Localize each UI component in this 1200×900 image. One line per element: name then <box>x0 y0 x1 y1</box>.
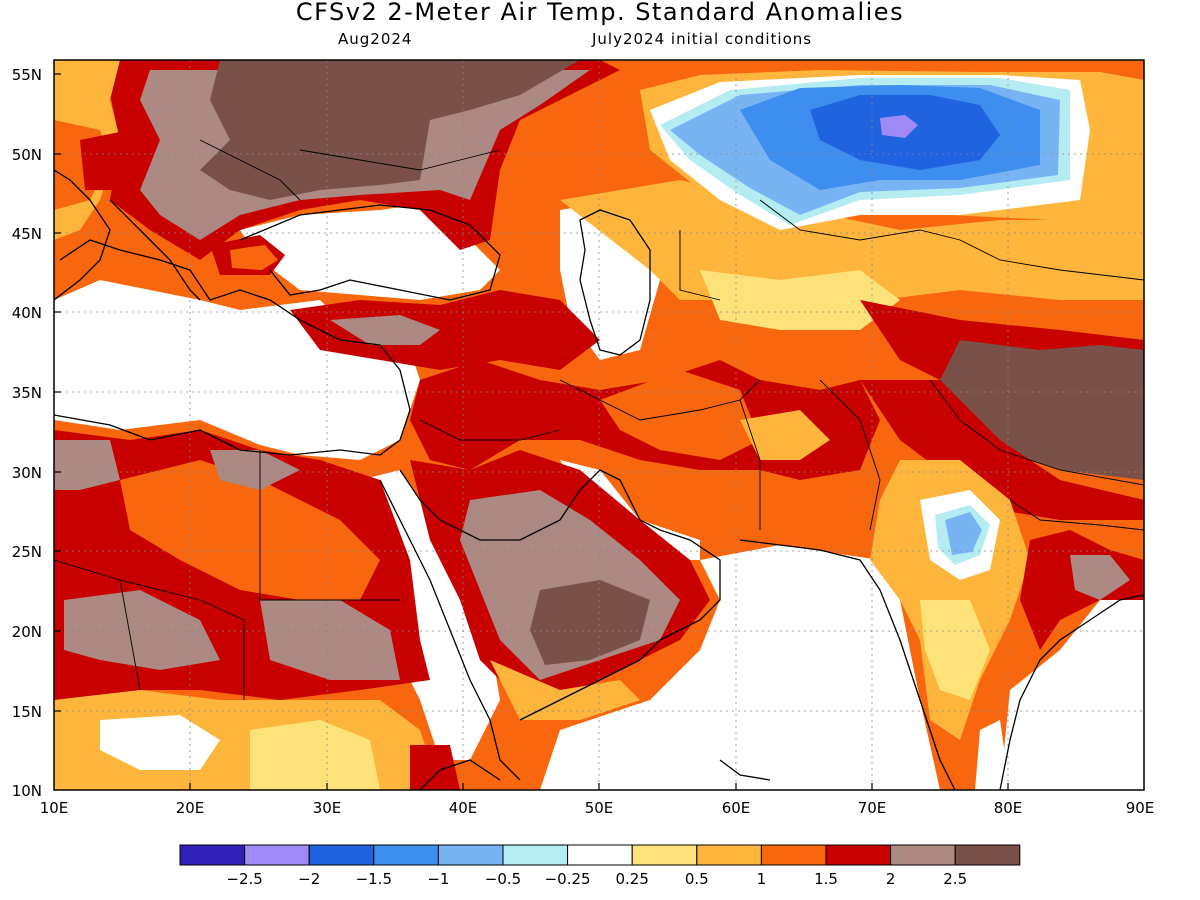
legend-label: 2 <box>886 870 896 888</box>
anomaly-field <box>54 60 1144 790</box>
lon-label: 40E <box>449 799 478 817</box>
country-borders <box>54 139 1144 700</box>
legend-label: −0.25 <box>545 870 591 888</box>
legend-swatch <box>437 844 504 866</box>
lat-label: 55N <box>12 66 42 84</box>
lat-label: 40N <box>12 304 42 322</box>
legend-swatch <box>631 844 698 866</box>
lat-label: 10N <box>12 782 42 800</box>
legend-swatch <box>696 844 762 866</box>
legend-label: 0.25 <box>615 870 648 888</box>
color-scale-legend <box>179 844 1021 866</box>
lon-label: 80E <box>994 799 1023 817</box>
lat-label: 30N <box>12 464 42 482</box>
legend-swatch <box>244 844 310 866</box>
axis-ticks <box>54 73 1009 790</box>
legend-swatch <box>890 844 956 866</box>
initial-conditions-label: July2024 initial conditions <box>592 30 813 48</box>
legend-label: −1.5 <box>356 870 392 888</box>
legend-swatch <box>179 844 246 866</box>
legend-swatch <box>502 844 569 866</box>
legend-swatch <box>308 844 375 866</box>
legend-labels: −2.5 −2 −1.5 −1 −0.5 −0.25 0.25 0.5 1 1.5 2 2.5 <box>226 870 967 888</box>
lon-label: 20E <box>176 799 205 817</box>
lon-label: 70E <box>858 799 887 817</box>
lon-label: 10E <box>40 799 69 817</box>
legend-label: −2 <box>298 870 320 888</box>
legend-swatch <box>373 844 439 866</box>
lon-label: 30E <box>313 799 342 817</box>
legend-label: −0.5 <box>485 870 521 888</box>
legend-label: −1 <box>427 870 449 888</box>
valid-month-label: Aug2024 <box>338 30 413 48</box>
lat-label: 15N <box>12 703 42 721</box>
legend-swatch <box>825 844 892 866</box>
legend-swatch <box>760 844 827 866</box>
lat-label: 25N <box>12 543 42 561</box>
lat-label: 45N <box>12 225 42 243</box>
lat-label: 20N <box>12 623 42 641</box>
legend-swatch <box>567 844 633 866</box>
legend-label: −2.5 <box>226 870 262 888</box>
chart-title: CFSv2 2-Meter Air Temp. Standard Anomali… <box>295 0 905 26</box>
legend-label: 2.5 <box>943 870 967 888</box>
lon-label: 90E <box>1126 799 1155 817</box>
legend-label: 0.5 <box>685 870 709 888</box>
legend-label: 1 <box>757 870 767 888</box>
lat-label: 35N <box>12 384 42 402</box>
latitude-labels: 55N 50N 45N 40N 35N 30N 25N 20N 15N 10N <box>12 66 42 800</box>
lon-label: 60E <box>722 799 751 817</box>
lon-label: 50E <box>585 799 614 817</box>
legend-label: 1.5 <box>814 870 838 888</box>
map-graticule <box>54 60 1144 790</box>
coastlines <box>54 169 1144 790</box>
legend-swatch <box>954 844 1021 866</box>
longitude-labels: 10E 20E 30E 40E 50E 60E 70E 80E 90E <box>40 799 1155 817</box>
lat-label: 50N <box>12 146 42 164</box>
